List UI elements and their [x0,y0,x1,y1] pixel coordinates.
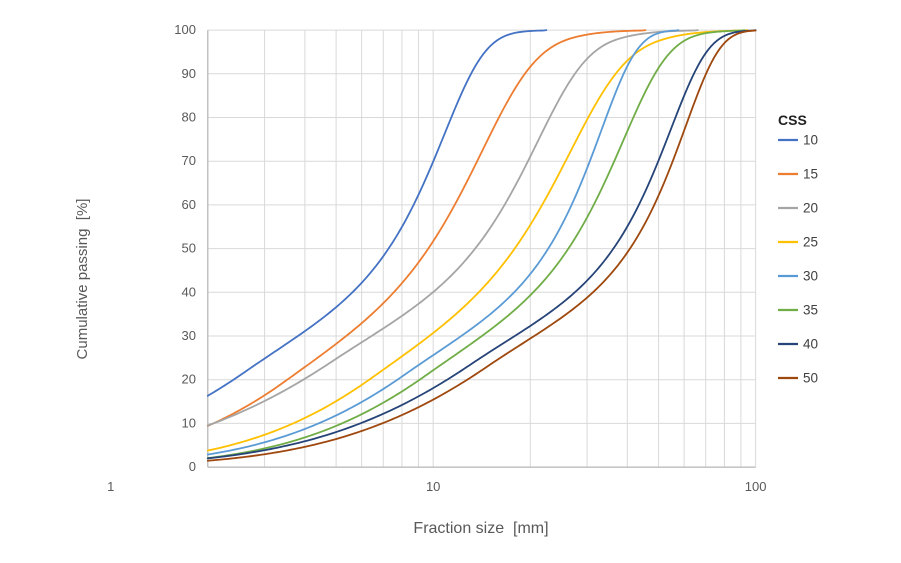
svg-text:35: 35 [803,303,818,318]
svg-text:30: 30 [803,269,818,284]
svg-text:80: 80 [182,110,196,125]
svg-text:90: 90 [182,66,196,81]
svg-text:20: 20 [182,372,196,387]
svg-text:50: 50 [803,371,818,386]
svg-text:10: 10 [426,479,440,494]
svg-text:10: 10 [182,415,196,430]
svg-text:0: 0 [189,459,196,474]
svg-text:10: 10 [803,133,818,148]
svg-text:60: 60 [182,197,196,212]
svg-text:70: 70 [182,153,196,168]
svg-text:30: 30 [182,328,196,343]
svg-text:40: 40 [182,284,196,299]
svg-text:100: 100 [174,22,196,37]
svg-text:15: 15 [803,167,818,182]
svg-text:25: 25 [803,235,818,250]
svg-text:1: 1 [107,479,114,494]
svg-text:40: 40 [803,337,818,352]
svg-text:50: 50 [182,241,196,256]
svg-text:20: 20 [803,201,818,216]
svg-text:100: 100 [745,479,767,494]
